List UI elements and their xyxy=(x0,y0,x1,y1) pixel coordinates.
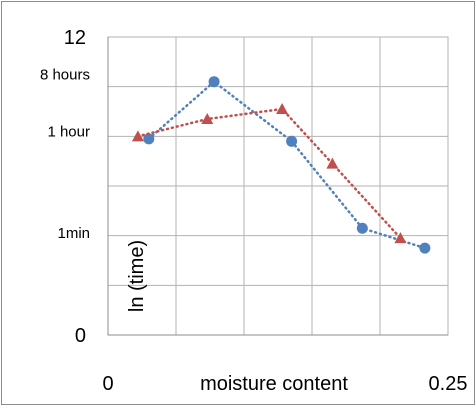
data-point xyxy=(419,242,431,254)
series-1 xyxy=(143,76,431,254)
tick-layer: 0 12 8 hours 1 hour 1min 0 0.25 xyxy=(40,27,468,395)
x-axis-title: moisture content xyxy=(200,373,348,395)
y-tick-label: 1 hour xyxy=(47,123,90,140)
y-tick-label: 1min xyxy=(57,225,90,242)
data-point xyxy=(131,130,144,142)
x-tick-label: 0 xyxy=(102,373,113,395)
data-point xyxy=(276,103,289,115)
series-2 xyxy=(131,103,407,244)
data-point xyxy=(394,232,407,244)
chart-border xyxy=(1,1,475,405)
y-tick-label: 0 xyxy=(75,325,86,347)
data-point xyxy=(326,157,339,169)
axis-layer xyxy=(107,37,448,336)
data-point xyxy=(356,222,368,234)
data-point xyxy=(143,133,155,145)
series-layer xyxy=(131,76,431,254)
x-tick-label: 0.25 xyxy=(429,373,468,395)
y-tick-label: 12 xyxy=(64,27,86,49)
data-point xyxy=(201,112,214,124)
y-tick-label: 8 hours xyxy=(40,66,90,83)
grid-layer xyxy=(108,37,448,335)
y-axis-title: ln (time) xyxy=(126,240,148,312)
data-point xyxy=(286,135,298,147)
data-point xyxy=(208,76,220,88)
